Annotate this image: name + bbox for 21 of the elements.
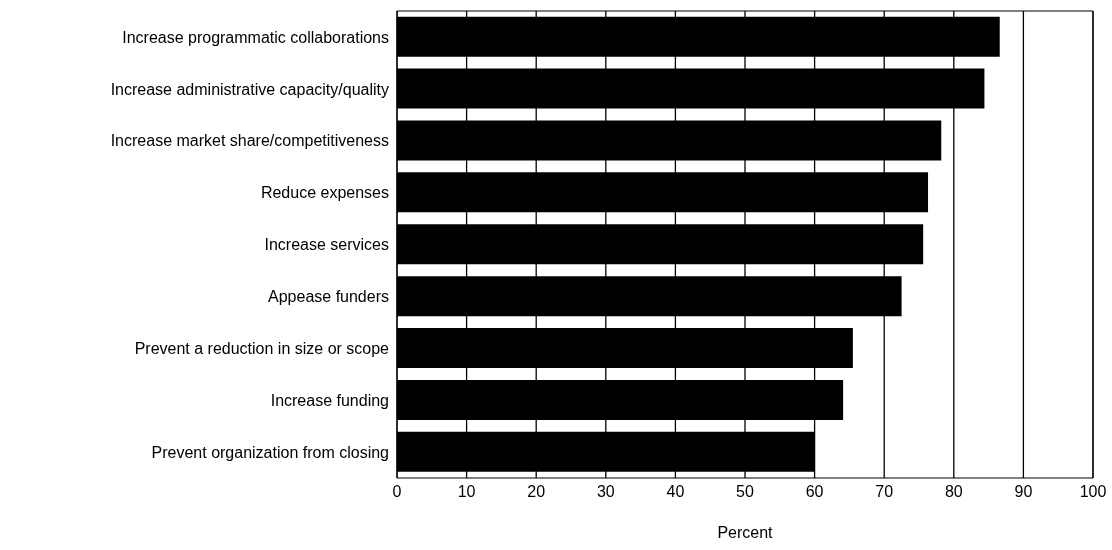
- y-tick-label: Reduce expenses: [260, 184, 389, 202]
- x-tick-label: 60: [805, 483, 824, 501]
- y-tick-label: Appease funders: [268, 288, 389, 306]
- y-tick-label: Increase administrative capacity/quality: [110, 80, 389, 98]
- x-tick-label: 70: [875, 483, 894, 501]
- x-tick-label: 90: [1014, 483, 1033, 501]
- x-tick-label: 40: [666, 483, 685, 501]
- x-tick-label: 0: [392, 483, 402, 501]
- x-tick-label: 80: [944, 483, 963, 501]
- x-axis-title: Percent: [717, 524, 774, 541]
- y-tick-label: Increase programmatic collaborations: [122, 28, 389, 46]
- y-tick-label: Prevent a reduction in size or scope: [134, 339, 390, 357]
- y-tick-label: Prevent organization from closing: [151, 443, 389, 461]
- y-tick-label: Increase funding: [270, 391, 389, 409]
- x-tick-label: 30: [596, 483, 615, 501]
- y-tick-label: Increase services: [264, 236, 389, 254]
- x-tick-label: 20: [527, 483, 546, 501]
- y-tick-label: Increase market share/competitiveness: [110, 132, 389, 150]
- x-tick-label: 100: [1079, 483, 1107, 501]
- x-tick-label: 50: [736, 483, 754, 501]
- x-tick-label: 10: [457, 483, 476, 501]
